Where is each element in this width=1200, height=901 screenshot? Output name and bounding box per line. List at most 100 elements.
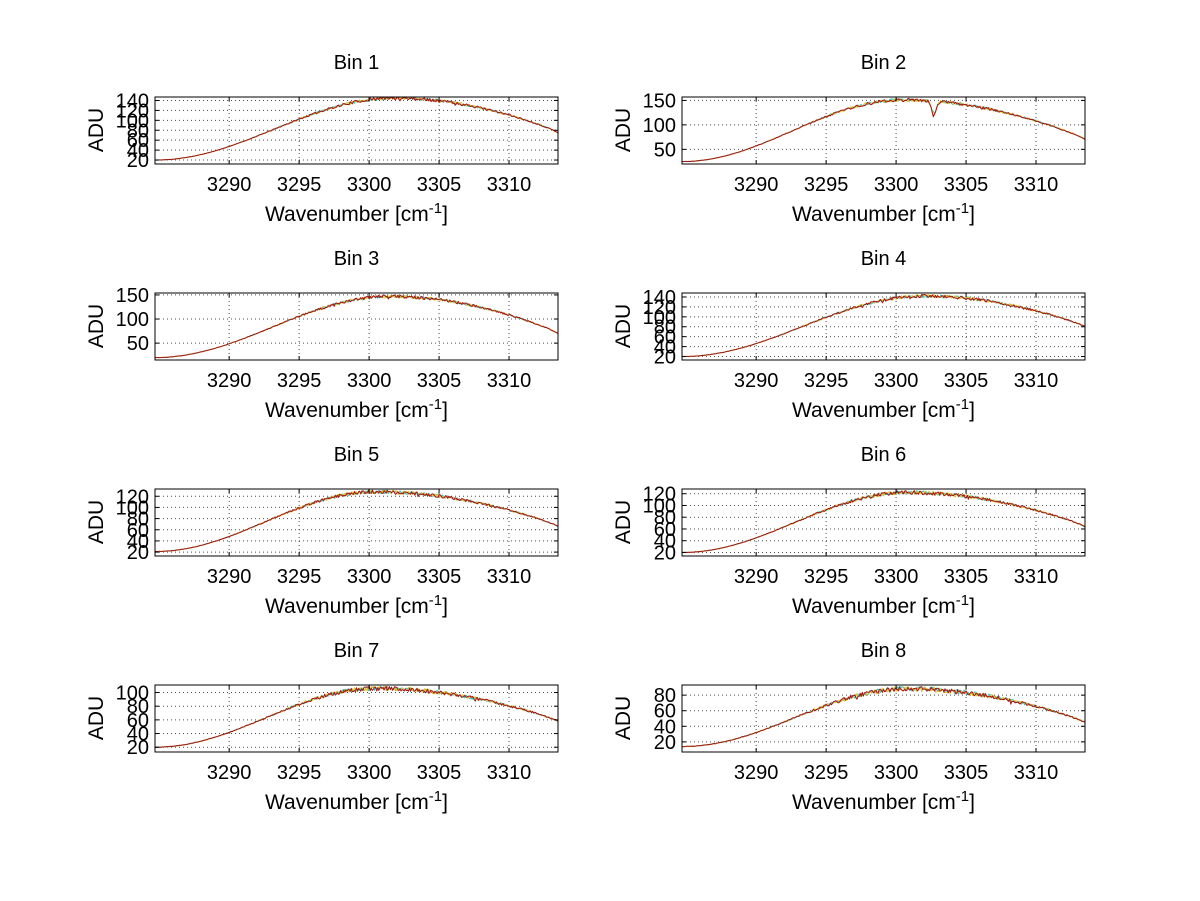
x-tick-label: 3290 <box>734 174 779 196</box>
x-tick-label: 3295 <box>277 174 322 196</box>
x-axis-label-exponent: -1 <box>955 200 970 217</box>
y-axis-label: ADU <box>612 695 635 741</box>
y-tick-label: 60 <box>654 519 676 541</box>
x-axis-label: Wavenumber [cm-1] <box>155 592 558 619</box>
x-tick-label: 3295 <box>804 762 849 784</box>
axes-box <box>681 488 1086 557</box>
y-tick-label: 100 <box>116 683 149 705</box>
spectrum-trace <box>681 686 1086 748</box>
y-tick-label: 100 <box>116 497 149 519</box>
x-tick-label: 3310 <box>487 370 532 392</box>
x-tick-label: 3305 <box>417 566 462 588</box>
x-tick-label: 3295 <box>277 566 322 588</box>
x-axis-label-exponent: -1 <box>955 592 970 609</box>
y-tick-label: 60 <box>127 520 149 542</box>
x-tick-label: 3300 <box>874 174 919 196</box>
x-tick-label: 3310 <box>487 566 532 588</box>
x-axis-label-bracket: ] <box>969 399 975 422</box>
x-tick-label: 3295 <box>804 174 849 196</box>
y-tick-label: 120 <box>643 484 676 506</box>
y-tick-label: 60 <box>127 710 149 732</box>
x-tick-label: 3300 <box>874 566 919 588</box>
x-axis-label: Wavenumber [cm-1] <box>682 592 1085 619</box>
x-tick-label: 3310 <box>1014 762 1059 784</box>
axes-box <box>154 488 559 557</box>
plot-title: Bin 8 <box>860 640 907 662</box>
x-axis-label-text: Wavenumber [cm <box>792 399 956 422</box>
x-axis-label-exponent: -1 <box>428 788 443 805</box>
y-tick-label: 40 <box>654 337 676 359</box>
y-axis-label: ADU <box>612 107 635 153</box>
y-tick-label: 40 <box>654 531 676 553</box>
spectrum-trace <box>155 96 559 161</box>
x-tick-label: 3290 <box>207 566 252 588</box>
y-tick-label: 20 <box>654 732 676 754</box>
x-tick-label: 3295 <box>277 370 322 392</box>
subplot-bin-1: Bin 1 ADU Wavenumber [cm-1] <box>85 51 558 257</box>
y-tick-label: 80 <box>654 685 676 707</box>
y-tick-label: 20 <box>654 542 676 564</box>
axes-box <box>681 96 1086 165</box>
x-axis-label-bracket: ] <box>442 399 448 422</box>
spectrum-trace <box>154 489 559 553</box>
subplot-bin-2: Bin 2 ADU Wavenumber [cm-1] <box>612 51 1085 257</box>
y-tick-label: 80 <box>127 696 149 718</box>
y-tick-label: 40 <box>127 140 149 162</box>
x-tick-label: 3305 <box>417 762 462 784</box>
y-tick-label: 80 <box>127 509 149 531</box>
y-tick-label: 40 <box>127 724 149 746</box>
x-tick-label: 3305 <box>417 370 462 392</box>
x-axis-label-text: Wavenumber [cm <box>792 203 956 226</box>
x-axis-label-bracket: ] <box>442 595 448 618</box>
x-axis-label-bracket: ] <box>969 595 975 618</box>
y-tick-label: 100 <box>116 110 149 132</box>
y-tick-label: 100 <box>643 495 676 517</box>
x-tick-label: 3305 <box>944 566 989 588</box>
y-tick-label: 50 <box>127 333 149 355</box>
x-axis-label-text: Wavenumber [cm <box>265 595 429 618</box>
plot-title: Bin 6 <box>860 444 907 466</box>
x-tick-label: 3290 <box>207 762 252 784</box>
x-axis-label-text: Wavenumber [cm <box>265 203 429 226</box>
plot-title: Bin 4 <box>860 248 907 270</box>
spectrum-trace <box>154 294 559 359</box>
x-tick-label: 3305 <box>944 370 989 392</box>
spectrum-trace <box>154 685 559 748</box>
subplot-bin-6: Bin 6 ADU Wavenumber [cm-1] <box>612 443 1085 649</box>
y-tick-label: 60 <box>654 701 676 723</box>
subplot-bin-7: Bin 7 ADU Wavenumber [cm-1] <box>85 639 558 845</box>
y-axis-label: ADU <box>85 107 108 153</box>
y-tick-label: 20 <box>127 542 149 564</box>
x-tick-label: 3310 <box>487 174 532 196</box>
axes-box <box>154 292 559 361</box>
subplot-bin-4: Bin 4 ADU Wavenumber [cm-1] <box>612 247 1085 453</box>
y-tick-label: 40 <box>127 531 149 553</box>
x-tick-label: 3300 <box>874 762 919 784</box>
x-tick-label: 3295 <box>277 762 322 784</box>
y-tick-label: 100 <box>643 307 676 329</box>
x-axis-label: Wavenumber [cm-1] <box>155 201 558 227</box>
y-axis-label: ADU <box>85 303 108 349</box>
x-axis-label-exponent: -1 <box>428 396 443 413</box>
plot-title: Bin 5 <box>333 444 380 466</box>
x-axis-label: Wavenumber [cm-1] <box>155 396 558 423</box>
x-axis-label: Wavenumber [cm-1] <box>155 788 558 815</box>
x-tick-label: 3290 <box>207 370 252 392</box>
x-axis-label: Wavenumber [cm-1] <box>682 200 1085 227</box>
x-axis-label: Wavenumber [cm-1] <box>682 788 1085 815</box>
y-tick-label: 80 <box>127 120 149 142</box>
x-tick-label: 3300 <box>347 370 392 392</box>
x-tick-label: 3310 <box>1014 566 1059 588</box>
x-tick-label: 3295 <box>804 566 849 588</box>
x-axis-label-text: Wavenumber [cm <box>265 399 429 422</box>
y-tick-label: 120 <box>116 486 149 508</box>
y-tick-label: 20 <box>654 347 676 369</box>
x-axis-label-exponent: -1 <box>955 788 970 805</box>
y-tick-label: 80 <box>654 507 676 529</box>
x-axis-label-text: Wavenumber [cm <box>265 791 429 814</box>
plot-title: Bin 2 <box>860 52 907 74</box>
x-axis-label-bracket: ] <box>969 203 975 226</box>
y-tick-label: 140 <box>116 90 149 112</box>
x-axis-label-exponent: -1 <box>428 592 443 609</box>
